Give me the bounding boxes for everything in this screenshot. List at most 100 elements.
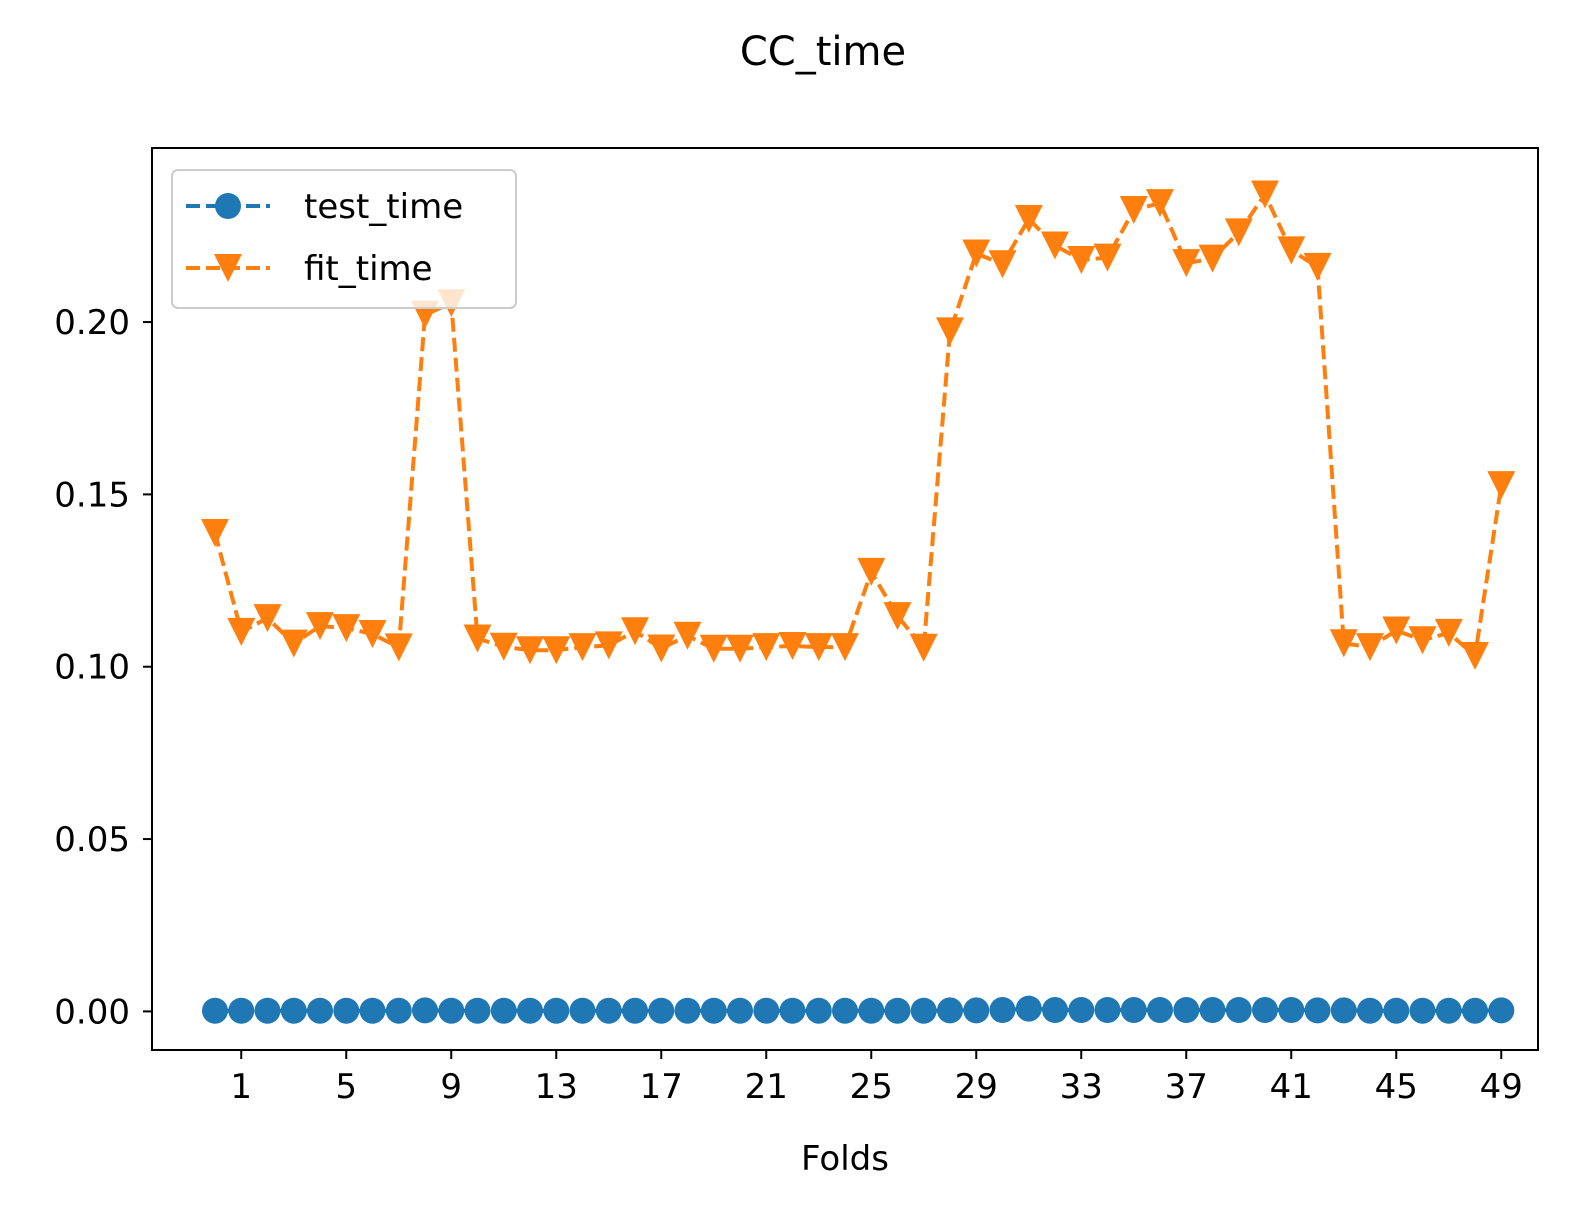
- x-tick-label: 13: [535, 1067, 578, 1107]
- x-tick-label: 1: [230, 1067, 252, 1107]
- series-layer: [201, 180, 1516, 1024]
- data-point-test-time: [1488, 997, 1515, 1024]
- data-point-fit-time: [1172, 249, 1201, 278]
- data-point-fit-time: [568, 633, 597, 662]
- y-tick-label: 0.00: [54, 992, 130, 1032]
- y-tick-label: 0.20: [54, 303, 130, 343]
- x-tick-label: 25: [850, 1067, 893, 1107]
- y-tick-label: 0.10: [54, 648, 130, 688]
- data-point-fit-time: [516, 636, 544, 665]
- data-point-test-time: [622, 997, 648, 1024]
- data-point-test-time: [1015, 995, 1042, 1022]
- data-point-test-time: [1147, 997, 1173, 1023]
- legend-label-fit-time: fit_time: [304, 249, 433, 289]
- y-axis: 0.00 0.05 0.10 0.15 0.20: [54, 303, 152, 1032]
- data-point-fit-time: [306, 612, 334, 641]
- data-point-fit-time: [1382, 616, 1411, 645]
- data-point-test-time: [1199, 997, 1226, 1023]
- data-point-test-time: [412, 997, 438, 1024]
- series-test-time: [202, 995, 1515, 1024]
- data-point-fit-time: [936, 317, 964, 346]
- data-point-test-time: [1435, 997, 1462, 1024]
- legend-marker-fit-time: [214, 254, 242, 282]
- data-point-test-time: [1357, 997, 1383, 1024]
- x-tick-label: 41: [1270, 1067, 1313, 1107]
- data-point-fit-time: [673, 621, 702, 650]
- data-point-test-time: [779, 997, 806, 1024]
- data-point-fit-time: [909, 633, 938, 662]
- data-point-fit-time: [726, 634, 754, 663]
- data-point-fit-time: [489, 632, 518, 661]
- data-point-test-time: [490, 997, 517, 1024]
- data-point-test-time: [1120, 997, 1147, 1023]
- data-point-test-time: [989, 997, 1016, 1023]
- data-point-test-time: [805, 997, 832, 1024]
- data-point-fit-time: [1329, 629, 1358, 658]
- data-point-fit-time: [1356, 633, 1384, 662]
- data-point-fit-time: [1303, 252, 1332, 281]
- data-point-fit-time: [1224, 218, 1253, 247]
- data-point-fit-time: [1041, 231, 1069, 260]
- data-point-fit-time: [332, 614, 361, 643]
- data-point-test-time: [385, 997, 412, 1024]
- data-point-fit-time: [1251, 180, 1279, 209]
- data-point-test-time: [595, 997, 622, 1024]
- data-point-fit-time: [1408, 626, 1437, 655]
- data-point-test-time: [832, 997, 858, 1024]
- data-point-test-time: [1042, 997, 1068, 1023]
- data-point-test-time: [858, 997, 885, 1024]
- x-tick-label: 29: [955, 1067, 998, 1107]
- data-point-fit-time: [227, 617, 256, 646]
- data-point-fit-time: [621, 617, 649, 646]
- x-tick-label: 21: [745, 1067, 788, 1107]
- data-point-test-time: [359, 997, 386, 1024]
- data-point-fit-time: [1146, 189, 1174, 218]
- data-point-fit-time: [1093, 243, 1122, 272]
- data-point-test-time: [569, 997, 596, 1024]
- data-point-test-time: [1068, 997, 1095, 1023]
- data-point-test-time: [648, 997, 675, 1024]
- data-point-test-time: [517, 997, 543, 1024]
- data-point-test-time: [1383, 997, 1410, 1024]
- chart-title: CC_time: [740, 29, 906, 75]
- data-point-test-time: [1094, 997, 1121, 1023]
- data-point-fit-time: [1198, 244, 1227, 273]
- x-tick-label: 9: [440, 1067, 462, 1107]
- data-point-test-time: [333, 997, 360, 1024]
- data-point-test-time: [884, 997, 911, 1024]
- data-point-fit-time: [699, 634, 728, 663]
- data-point-fit-time: [831, 633, 859, 662]
- data-point-test-time: [674, 997, 701, 1024]
- data-point-test-time: [254, 997, 281, 1024]
- data-point-test-time: [963, 997, 990, 1024]
- plot-frame: [151, 147, 1539, 1051]
- data-point-fit-time: [1434, 618, 1463, 647]
- legend-label-test-time: test_time: [304, 187, 463, 227]
- data-point-test-time: [1304, 997, 1331, 1024]
- data-point-fit-time: [1119, 196, 1148, 224]
- x-tick-label: 5: [335, 1067, 357, 1107]
- data-point-fit-time: [542, 636, 571, 665]
- x-tick-label: 33: [1060, 1067, 1103, 1107]
- x-tick-label: 17: [640, 1067, 683, 1107]
- data-point-fit-time: [358, 620, 387, 648]
- y-tick-label: 0.15: [54, 475, 130, 515]
- data-point-test-time: [464, 997, 491, 1024]
- data-point-fit-time: [1014, 205, 1043, 233]
- data-point-test-time: [910, 997, 937, 1024]
- data-point-fit-time: [1067, 246, 1096, 274]
- x-tick-label: 45: [1375, 1067, 1418, 1107]
- x-axis-label: Folds: [801, 1139, 889, 1179]
- data-point-test-time: [228, 997, 255, 1024]
- y-tick-label: 0.05: [54, 820, 130, 860]
- x-axis: 1 5 9 13 17 21 25 29 33 37 41 45 49: [230, 1050, 1523, 1107]
- data-point-fit-time: [463, 624, 492, 653]
- data-point-test-time: [280, 997, 307, 1024]
- x-tick-label: 49: [1480, 1067, 1523, 1107]
- data-point-fit-time: [647, 634, 676, 663]
- data-point-fit-time: [778, 632, 807, 660]
- data-point-test-time: [1225, 997, 1252, 1023]
- data-point-test-time: [727, 997, 753, 1024]
- data-point-fit-time: [279, 629, 308, 658]
